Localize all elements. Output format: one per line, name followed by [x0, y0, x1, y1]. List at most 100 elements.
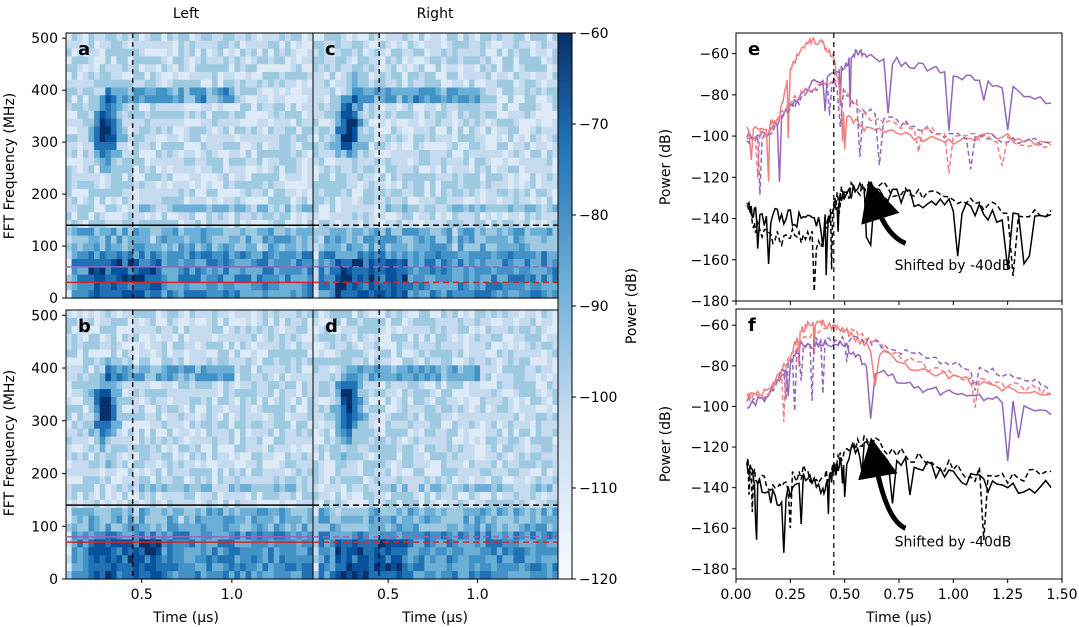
spectrogram-cell: [279, 204, 286, 213]
spectrogram-cell: [329, 79, 336, 89]
spectrogram-cell: [329, 95, 336, 104]
spectrogram-cell: [524, 373, 531, 382]
spectrogram-cell: [206, 499, 213, 509]
spectrogram-cell: [206, 555, 213, 564]
spectrogram-cell: [441, 310, 448, 319]
spectrogram-cell: [262, 64, 269, 73]
spectrogram-cell: [161, 571, 168, 580]
spectrogram-cell: [519, 165, 526, 174]
spectrogram-cell: [88, 79, 95, 89]
spectrogram-cell: [138, 282, 146, 291]
spectrogram-cell: [535, 251, 542, 260]
spectrogram-cell: [262, 499, 269, 509]
spectrogram-cell: [396, 243, 403, 252]
spectrogram-cell: [390, 165, 398, 174]
spectrogram-cell: [552, 71, 559, 81]
spectrogram-cell: [452, 381, 459, 390]
spectrogram-cell: [66, 149, 73, 159]
spectrogram-cell: [256, 381, 264, 390]
spectrogram-cell: [273, 290, 280, 299]
spectrogram-cell: [474, 56, 481, 65]
spectrogram-cell: [228, 110, 236, 120]
spectrogram-cell: [161, 149, 168, 159]
spectrogram-cell: [183, 357, 191, 366]
spectrogram-cell: [374, 235, 381, 245]
spectrogram-cell: [335, 142, 342, 151]
spectrogram-cell: [279, 365, 286, 374]
spectrogram-cell: [66, 476, 73, 485]
spectrogram-cell: [161, 95, 168, 104]
spectrogram-cell: [452, 373, 459, 382]
spectrogram-cell: [88, 381, 95, 390]
spectrogram-cell: [228, 259, 236, 268]
spectrogram-cell: [268, 188, 275, 198]
spectrogram-cell: [363, 173, 370, 182]
spectrogram-cell: [110, 212, 118, 221]
spectrogram-cell: [452, 48, 459, 57]
spectrogram-cell: [161, 290, 168, 299]
spectrogram-cell: [138, 251, 146, 260]
spectrogram-cell: [234, 196, 241, 206]
spectrogram-cell: [335, 126, 342, 135]
spectrogram-cell: [240, 531, 247, 541]
spectrogram-cell: [485, 110, 492, 120]
spectrogram-cell: [346, 235, 353, 245]
spectrogram-cell: [402, 196, 409, 206]
spectrogram-cell: [429, 290, 437, 299]
spectrogram-cell: [301, 310, 308, 319]
spectrogram-cell: [251, 290, 258, 299]
spectrogram-cell: [346, 290, 353, 299]
spectrogram-cell: [485, 33, 492, 42]
spectrogram-cell: [183, 555, 191, 564]
spectrogram-cell: [211, 204, 219, 213]
spectrogram-cell: [296, 227, 303, 237]
spectrogram-cell: [307, 220, 314, 229]
spectrogram-cell: [122, 547, 129, 556]
spectrogram-cell: [546, 251, 554, 260]
spectrogram-cell: [541, 103, 548, 112]
spectrogram-cell: [279, 79, 286, 89]
spectrogram-cell: [463, 373, 470, 382]
spectrogram-cell: [284, 317, 292, 327]
spectrogram-cell: [441, 118, 448, 128]
spectrogram-cell: [94, 349, 101, 359]
spectrogram-cell: [155, 310, 163, 319]
spectrogram-cell: [189, 71, 196, 81]
spectrogram-cell: [480, 87, 487, 96]
spectrogram-cell: [491, 71, 498, 81]
spectrogram-cell: [541, 79, 548, 89]
spectrogram-cell: [110, 33, 118, 42]
spectrogram-cell: [446, 118, 453, 128]
spectrogram-cell: [273, 452, 280, 461]
spectrogram-cell: [223, 381, 230, 390]
spectrogram-cell: [138, 452, 146, 461]
spectrogram-cell: [446, 235, 453, 245]
spectrogram-cell: [273, 259, 280, 268]
spectrogram-cell: [105, 64, 112, 73]
y-tick-label: 500: [31, 31, 58, 47]
spectrogram-cell: [496, 126, 503, 135]
spectrogram-cell: [206, 118, 213, 128]
spectrogram-cell: [435, 365, 442, 374]
spectrogram-cell: [234, 381, 241, 390]
spectrogram-cell: [329, 235, 336, 245]
spectrogram-cell: [251, 204, 258, 213]
spectrogram-cell: [183, 181, 191, 190]
spectrogram-cell: [211, 547, 219, 556]
spectrogram-cell: [262, 325, 269, 335]
spectrogram-cell: [251, 444, 258, 454]
spectrogram-cell: [513, 333, 520, 343]
spectrogram-cell: [167, 181, 174, 190]
spectrogram-cell: [189, 499, 196, 509]
spectrogram-cell: [346, 165, 353, 174]
spectrogram-cell: [524, 266, 531, 276]
spectrogram-cell: [262, 310, 269, 319]
spectrogram-cell: [122, 499, 129, 509]
spectrogram-cell: [435, 118, 442, 128]
spectrogram-cell: [318, 282, 325, 291]
spectrogram-cell: [413, 188, 420, 198]
spectrogram-cell: [251, 468, 258, 477]
spectrogram-cell: [340, 181, 348, 190]
spectrogram-cell: [435, 173, 442, 182]
spectrogram-cell: [223, 149, 230, 159]
